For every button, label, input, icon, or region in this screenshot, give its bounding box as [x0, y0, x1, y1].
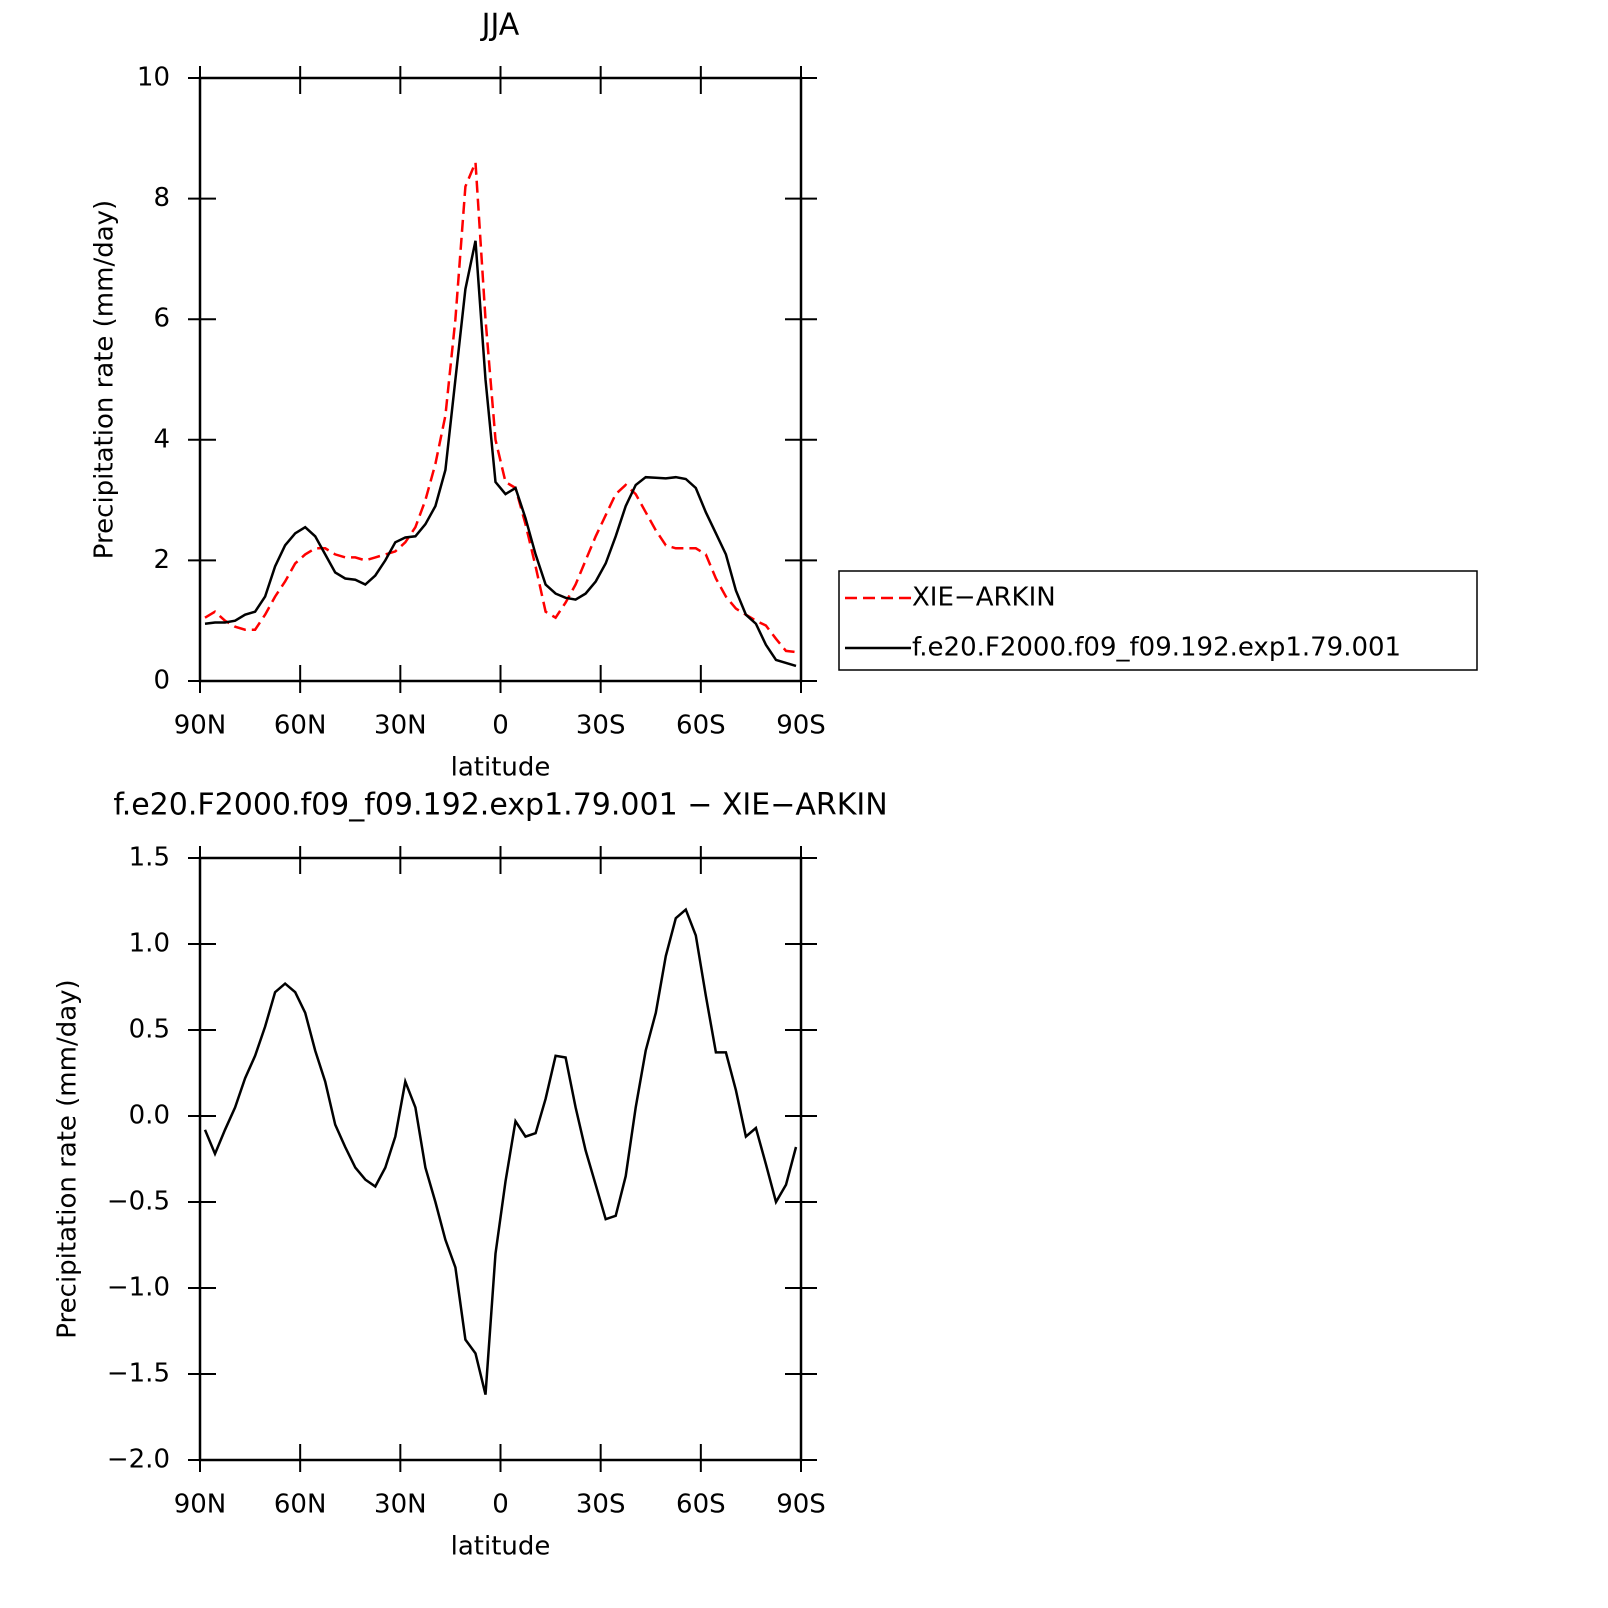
x-tick-label: 0	[492, 1490, 509, 1520]
plot-frame	[198, 76, 803, 683]
series-line	[203, 907, 798, 1395]
x-tick-label: 60N	[274, 711, 327, 741]
y-tick-label: −1.0	[107, 1273, 170, 1303]
y-tick-label: 4	[153, 424, 170, 454]
x-tick-label: 30N	[374, 711, 427, 741]
chart-title: f.e20.F2000.f09_f09.192.exp1.79.001 − XI…	[113, 788, 887, 823]
series-line	[204, 161, 797, 654]
x-tick-label: 90S	[776, 711, 826, 741]
y-tick-label: 10	[137, 63, 170, 93]
x-tick-label: 0	[492, 711, 509, 741]
x-tick-label: 30S	[576, 1490, 626, 1520]
y-tick-label: 1.0	[129, 929, 170, 959]
x-tick-label: 60S	[676, 711, 726, 741]
y-tick-label: 1.5	[129, 843, 170, 873]
y-tick-label: −2.0	[107, 1445, 170, 1475]
y-tick-label: 8	[153, 183, 170, 213]
x-tick-label: 60S	[676, 1490, 726, 1520]
y-tick-label: 2	[153, 545, 170, 575]
legend-label: XIE−ARKIN	[912, 583, 1056, 613]
y-tick-label: 6	[153, 304, 170, 334]
x-tick-label: 90N	[174, 1490, 227, 1520]
legend-label: f.e20.F2000.f09_f09.192.exp1.79.001	[912, 633, 1401, 663]
y-tick-label: 0.0	[129, 1101, 170, 1131]
y-tick-label: 0.5	[129, 1015, 170, 1045]
x-tick-label: 90N	[174, 711, 227, 741]
y-axis-label: Precipitation rate (mm/day)	[53, 979, 83, 1338]
legend-box	[838, 570, 1478, 671]
y-tick-label: −1.5	[107, 1359, 170, 1389]
plot-frame	[198, 856, 803, 1462]
chart-title: JJA	[480, 8, 520, 43]
y-axis-label: Precipitation rate (mm/day)	[90, 200, 120, 559]
x-tick-label: 30N	[374, 1490, 427, 1520]
y-tick-label: 0	[153, 666, 170, 696]
x-axis-label: latitude	[451, 753, 551, 783]
series-line	[204, 240, 797, 668]
x-axis-label: latitude	[451, 1532, 551, 1562]
y-tick-label: −0.5	[107, 1187, 170, 1217]
x-tick-label: 60N	[274, 1490, 327, 1520]
x-tick-label: 30S	[576, 711, 626, 741]
x-tick-label: 90S	[776, 1490, 826, 1520]
